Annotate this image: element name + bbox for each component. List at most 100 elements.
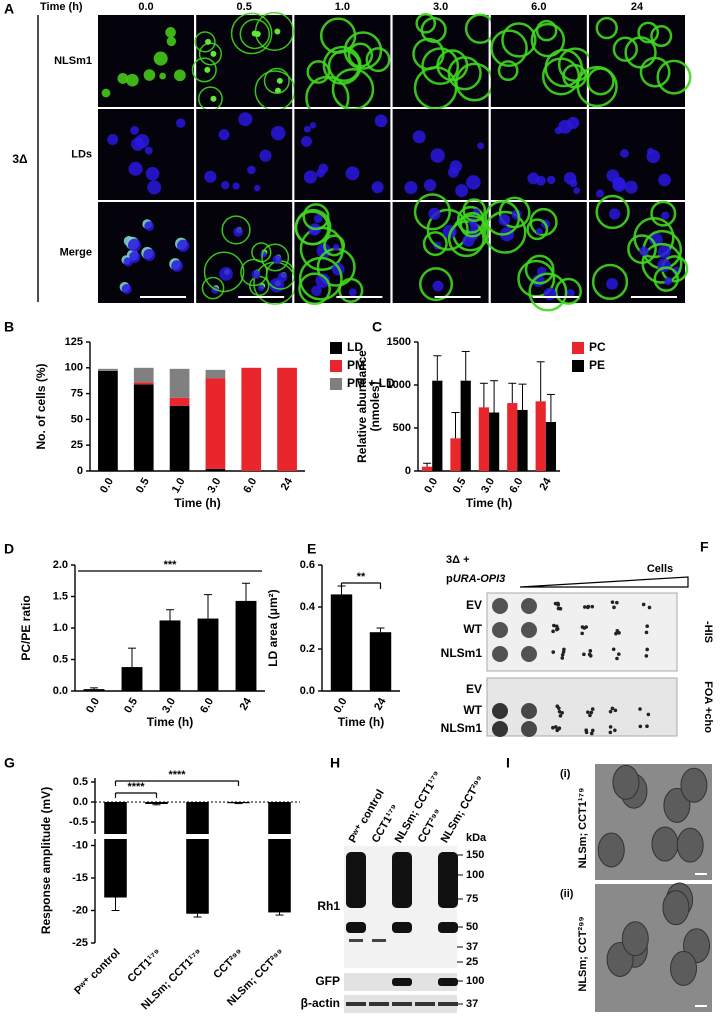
ld-spot bbox=[221, 181, 230, 190]
ld-spot bbox=[277, 272, 288, 282]
cell-rim bbox=[419, 267, 454, 302]
bar bbox=[83, 689, 105, 691]
y-tick-label: -25 bbox=[72, 937, 88, 949]
ld-spot bbox=[238, 112, 253, 127]
ld-spot bbox=[348, 288, 357, 297]
ld-spot bbox=[309, 122, 317, 129]
cell-rim bbox=[595, 16, 618, 40]
ld-spot bbox=[448, 166, 459, 178]
cell-rim bbox=[627, 234, 657, 264]
colony-spot bbox=[521, 646, 537, 662]
ld-spot bbox=[371, 181, 384, 194]
bar bbox=[104, 802, 127, 834]
bar bbox=[545, 421, 557, 471]
ld-spot bbox=[121, 283, 132, 295]
green-spot bbox=[159, 72, 167, 80]
row-label: NLSm1 bbox=[441, 721, 483, 735]
cell-rim bbox=[415, 12, 437, 34]
x-tick-label: 24 bbox=[238, 695, 255, 712]
colony bbox=[580, 631, 584, 636]
colony-spot bbox=[521, 703, 537, 719]
bar bbox=[145, 802, 168, 804]
y-tick-label: -0.5 bbox=[69, 816, 88, 828]
ld-spot bbox=[176, 118, 186, 128]
colony bbox=[641, 602, 646, 607]
legend-label: LD bbox=[347, 340, 363, 354]
y-axis-label: Relative abundance bbox=[355, 350, 369, 463]
cell-rim bbox=[240, 258, 268, 287]
ld-spot bbox=[128, 161, 143, 176]
colony bbox=[555, 627, 559, 632]
green-spot bbox=[165, 27, 176, 38]
row-label: EV bbox=[466, 682, 482, 696]
plate-label: FOA +cho bbox=[702, 681, 714, 733]
ld-spot bbox=[573, 187, 581, 194]
ld-spot bbox=[145, 166, 160, 181]
cell-rim bbox=[294, 210, 330, 246]
ld-spot bbox=[301, 135, 312, 147]
colony bbox=[588, 654, 593, 658]
bar bbox=[133, 367, 154, 383]
green-spot bbox=[274, 28, 281, 35]
colony bbox=[557, 709, 562, 714]
colony bbox=[582, 652, 586, 657]
cell-rim bbox=[656, 59, 692, 95]
colony bbox=[551, 629, 555, 634]
cell-rim bbox=[650, 200, 677, 227]
ld-spot bbox=[658, 173, 671, 187]
y-tick-label: 0.5 bbox=[73, 776, 88, 788]
colony-spot bbox=[492, 646, 508, 662]
x-tick-label: Pʷ⁺ control bbox=[72, 947, 122, 997]
ld-spot bbox=[316, 243, 332, 259]
x-tick-label: 24 bbox=[537, 475, 554, 492]
cell-rim bbox=[447, 220, 485, 258]
legend-swatch bbox=[330, 378, 342, 390]
colony bbox=[582, 605, 587, 609]
bar bbox=[169, 405, 190, 471]
cell-rim bbox=[530, 22, 566, 58]
cell-rim bbox=[421, 47, 460, 86]
band bbox=[392, 852, 412, 908]
y-tick-label: 1000 bbox=[387, 379, 411, 391]
ld-spot bbox=[259, 149, 272, 162]
green-spot bbox=[205, 38, 212, 45]
panel-label: C bbox=[372, 319, 382, 335]
rhabdomere bbox=[597, 832, 625, 868]
sig-label: *** bbox=[164, 559, 178, 571]
bar bbox=[133, 384, 154, 471]
colony bbox=[608, 725, 613, 729]
legend-swatch bbox=[572, 342, 584, 354]
legend-swatch bbox=[572, 360, 584, 372]
ld-spot bbox=[303, 125, 311, 133]
colony bbox=[555, 704, 560, 709]
colony bbox=[562, 647, 566, 652]
cell-rim bbox=[365, 47, 391, 73]
genotype-label: NLSm; CCT1¹⁷⁹ bbox=[577, 788, 589, 869]
colony bbox=[608, 709, 613, 714]
band bbox=[372, 939, 386, 942]
panel-label: D bbox=[4, 541, 14, 557]
cell-rim bbox=[323, 234, 346, 257]
cell-rim bbox=[302, 203, 330, 231]
green-spot bbox=[204, 66, 211, 73]
marker-label: 150 bbox=[466, 849, 484, 861]
time-header: 6.0 bbox=[531, 1, 546, 13]
x-tick-label: 3.0 bbox=[479, 476, 497, 495]
colony-spot bbox=[521, 721, 537, 737]
bar bbox=[197, 618, 219, 691]
ld-spot bbox=[498, 214, 511, 226]
cell-rim bbox=[650, 24, 673, 48]
colony-spot bbox=[492, 703, 508, 719]
ld-spot bbox=[470, 222, 479, 231]
cell-rim bbox=[490, 29, 528, 68]
rhabdomere bbox=[676, 827, 704, 863]
row-label: NLSm1 bbox=[441, 646, 483, 660]
ld-spot bbox=[251, 269, 261, 280]
panel-label: E bbox=[307, 541, 316, 557]
legend-label: PE bbox=[589, 358, 605, 372]
colony bbox=[553, 601, 558, 606]
panel-label: F bbox=[700, 539, 709, 555]
rhabdomere bbox=[651, 826, 679, 862]
ld-spot bbox=[247, 165, 256, 175]
ld-spot bbox=[123, 257, 133, 267]
